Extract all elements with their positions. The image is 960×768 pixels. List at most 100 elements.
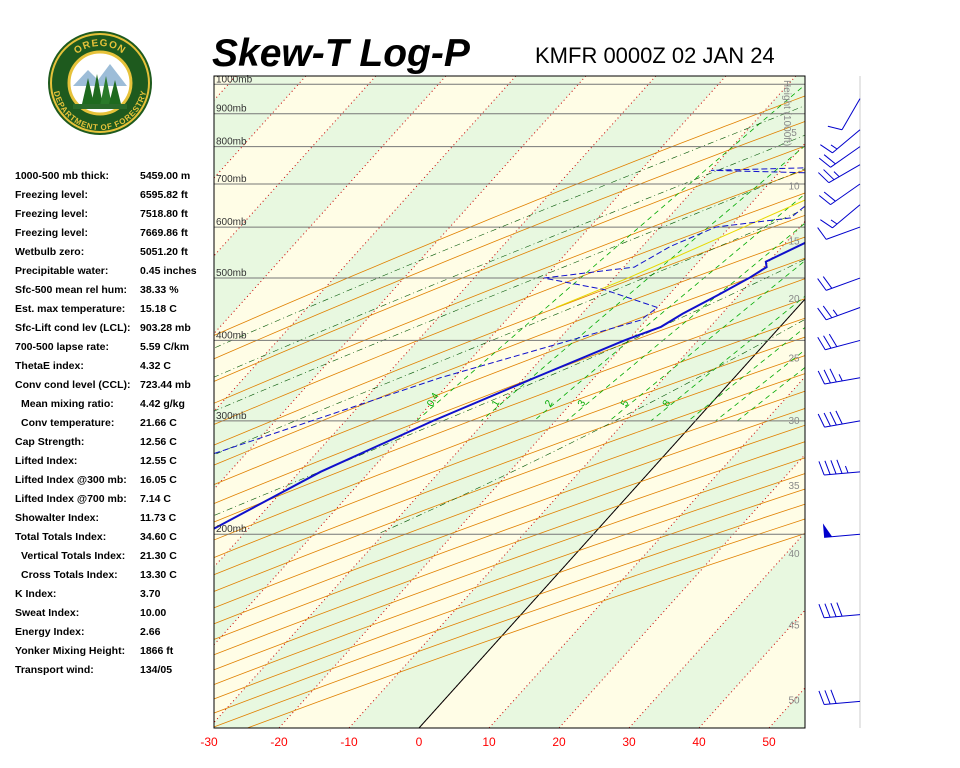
wind-barb-staff: [826, 226, 861, 240]
index-value: 903.28 mb: [140, 322, 191, 334]
wind-barb-feather: [823, 154, 836, 165]
wind-barb-feather: [818, 195, 831, 206]
pressure-label: 900mb: [216, 104, 247, 115]
height-axis-label: Height (1000ft): [781, 80, 792, 146]
wind-barb-feather: [817, 413, 825, 428]
x-tick-label: -30: [200, 735, 218, 749]
wind-barb-feather: [820, 219, 833, 229]
isotherm-line: [0, 76, 26, 728]
wind-barb-feather: [823, 412, 831, 427]
index-value: 34.60 C: [140, 531, 177, 543]
wind-barb-feather: [822, 276, 833, 289]
wind-barb-half-feather: [830, 144, 838, 150]
index-value: 2.66: [140, 626, 161, 638]
index-label: Transport wind:: [15, 664, 94, 676]
index-label: Conv temperature:: [21, 417, 115, 429]
index-label: Mean mixing ratio:: [21, 398, 114, 410]
wind-barb: [818, 146, 861, 168]
index-label: K Index:: [15, 588, 57, 600]
wind-barb: [817, 410, 861, 428]
index-label: Yonker Mixing Height:: [15, 645, 126, 657]
mixing-ratio-label: 8: [661, 398, 674, 409]
wind-barb-feather: [818, 157, 831, 168]
wind-barb-feather: [818, 604, 825, 618]
dry-adiabat-line: [214, 145, 805, 382]
index-label: Lifted Index:: [15, 455, 78, 467]
pressure-label: 800mb: [216, 137, 247, 148]
moist-adiabat-line: [214, 105, 805, 349]
wind-barb: [818, 459, 861, 476]
dry-adiabat-line: [214, 408, 805, 625]
wind-barb-feather: [824, 460, 831, 475]
index-row: Lifted Index: 12.55 C: [15, 452, 215, 471]
parcel-path-line: [555, 199, 805, 308]
wind-barb: [822, 523, 861, 538]
height-tick-label: 25: [788, 354, 800, 365]
dry-adiabat-line: [214, 336, 805, 558]
index-row: Sweat Index: 10.00: [15, 604, 215, 623]
wind-barb-feather: [818, 690, 825, 705]
wind-barb-pennant: [822, 523, 833, 538]
mixing-ratio-line: [416, 84, 805, 422]
wind-barb-staff: [825, 339, 861, 351]
pressure-label: 1000mb: [216, 74, 253, 85]
dry-adiabat-line: [214, 373, 805, 592]
index-row: Freezing level: 6595.82 ft: [15, 186, 215, 205]
index-label: 700-500 lapse rate:: [15, 341, 109, 353]
index-value: 10.00: [140, 607, 167, 619]
index-value: 7518.80 ft: [140, 208, 188, 220]
dry-adiabat-line: [214, 317, 805, 541]
index-row: Conv cond level (CCL): 723.44 mb: [15, 376, 215, 395]
index-row: Cap Strength: 12.56 C: [15, 433, 215, 452]
x-tick-label: 0: [416, 735, 423, 749]
index-row: 1000-500 mb thick: 5459.00 m: [15, 167, 215, 186]
height-tick-label: 30: [788, 416, 800, 427]
index-label: Freezing level:: [15, 189, 88, 201]
index-row: Wetbulb zero: 5051.20 ft: [15, 243, 215, 262]
index-row: Showalter Index: 11.73 C: [15, 509, 215, 528]
wind-barb-feather: [835, 410, 843, 425]
index-value: 21.66 C: [140, 417, 177, 429]
height-tick-label: 10: [788, 181, 800, 192]
mixing-ratio-label: 2: [543, 398, 556, 409]
dry-adiabat-line: [214, 169, 805, 404]
index-value: 134/05: [140, 664, 173, 676]
wind-barb-feather: [817, 227, 827, 240]
index-row: Lifted Index @300 mb: 16.05 C: [15, 471, 215, 490]
dry-adiabat-line: [214, 257, 805, 485]
wind-barb: [817, 276, 861, 291]
index-row: 700-500 lapse rate: 5.59 C/km: [15, 338, 215, 357]
station-time-label: KMFR 0000Z 02 JAN 24: [535, 43, 775, 68]
wind-barb-feather: [823, 169, 835, 181]
wind-barb: [827, 98, 861, 131]
wind-barb-feather: [830, 460, 837, 475]
height-tick-label: 35: [788, 481, 800, 492]
wind-barb-feather: [817, 337, 826, 351]
index-row: Sfc-500 mean rel hum: 38.33 %: [15, 281, 215, 300]
wind-barb-feather: [836, 459, 843, 474]
wind-barb-feather: [817, 370, 825, 385]
oregon-department-of-forestry-logo: OREGON DEPARTMENT OF FORESTRY: [48, 31, 152, 135]
plot-area: [0, 76, 805, 728]
index-value: 7669.86 ft: [140, 227, 188, 239]
page-title: Skew-T Log-P: [212, 32, 470, 75]
wind-barb-feather: [829, 411, 837, 426]
mixing-ratio-line: [480, 145, 805, 422]
isotherm-band: [214, 76, 805, 728]
index-value: 12.56 C: [140, 436, 177, 448]
index-value: 4.32 C: [140, 360, 171, 372]
dry-adiabat-line: [214, 298, 805, 523]
index-label: Freezing level:: [15, 227, 88, 239]
index-value: 6595.82 ft: [140, 189, 188, 201]
x-tick-label: 30: [622, 735, 636, 749]
isotherm-line: [214, 76, 237, 101]
isotherm-line: [0, 76, 166, 728]
dewpoint-profile-line: [214, 167, 805, 455]
wind-barb-feather: [820, 144, 833, 154]
index-label: Energy Index:: [15, 626, 85, 638]
isotherm-band: [0, 76, 166, 728]
wind-barb-staff: [830, 146, 861, 168]
index-row: Est. max temperature: 15.18 C: [15, 300, 215, 319]
wind-barb: [817, 305, 861, 321]
